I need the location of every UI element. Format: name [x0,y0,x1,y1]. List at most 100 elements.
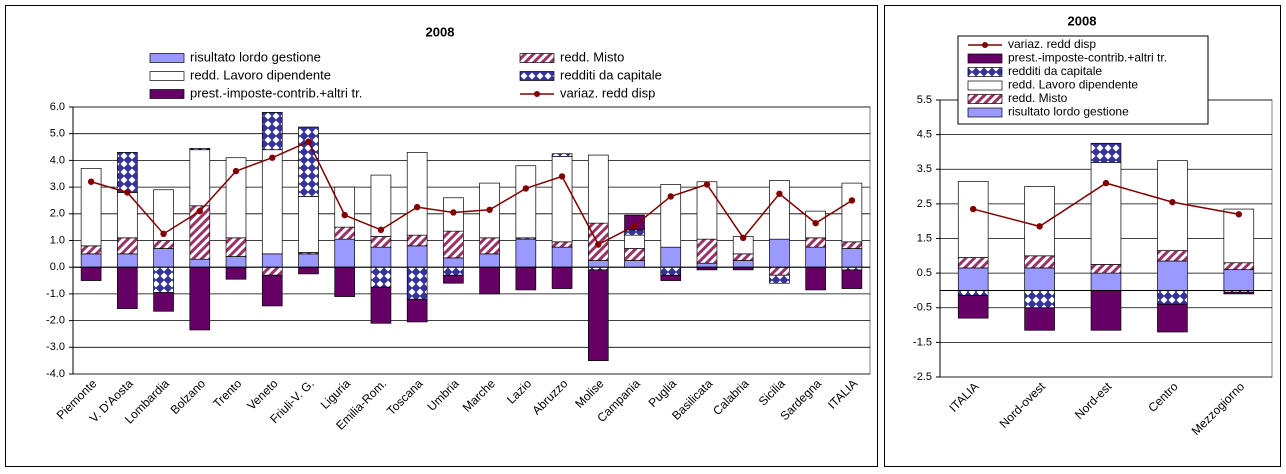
bar-segment [624,234,645,249]
bar-segment [769,180,790,240]
bar-segment [696,262,718,268]
line-marker [703,181,711,188]
legend-swatch [967,80,1003,91]
legend-marker [982,42,988,48]
bar-segment [370,266,392,288]
bar-segment [696,238,718,264]
bar-segment [696,181,718,240]
bar-segment [1157,303,1188,333]
line-marker [413,203,421,211]
line-marker [812,219,819,227]
bar-segment [957,257,989,269]
bar-segment [1090,264,1122,274]
bar-segment [624,260,645,268]
bar-segment [334,186,356,228]
bar-segment [551,156,573,243]
bar-segment [1223,208,1255,264]
chart-title: 2008 [1068,13,1097,28]
bar-segment [957,290,989,296]
bar-segment [298,196,319,253]
legend-swatch [967,53,1003,64]
bar-segment [334,266,356,297]
bar-segment [1024,307,1055,331]
bar-segment [189,266,211,331]
bar-segment [1024,267,1055,291]
bar-segment [443,257,464,268]
bar-segment [479,237,500,255]
y-tick-label: 0.0 [50,261,65,273]
bar-segment [370,286,392,324]
bar-segment [805,237,826,248]
bar-segment [117,152,138,193]
bar-segment [805,246,826,268]
bar-segment [80,266,102,281]
legend-label: prest.-imposte-contrib.+altri tr. [1008,51,1167,65]
y-tick-label: -4.0 [46,368,65,380]
bar-segment [551,153,573,157]
bar-segment [1223,269,1255,291]
y-tick-label: -1.5 [913,336,932,348]
bar-segment [660,266,682,276]
line-marker [776,190,783,197]
bar-segment [515,266,537,291]
legend-swatch [967,67,1003,77]
legend-label: redd. Lavoro dipendente [190,67,331,82]
bar-segment [80,245,102,255]
line-marker [667,193,674,200]
line-marker [970,205,977,213]
line-marker [1235,211,1243,218]
bar-segment [406,234,428,247]
bar-segment [261,253,283,268]
legend-label: prest.-imposte-contrib.+altri tr. [190,85,362,100]
legend-swatch [149,53,185,63]
line-marker [305,138,312,145]
bar-segment [1024,186,1055,257]
legend-label: risultato lordo gestione [1008,105,1129,119]
y-tick-label: 3.5 [917,163,932,175]
bar-segment [1223,262,1255,271]
bar-segment [769,274,790,284]
bar-segment [551,266,573,289]
bar-segment [805,266,826,291]
bar-segment [189,258,211,268]
y-tick-label: 4.5 [917,129,932,141]
bar-segment [261,266,283,276]
y-tick-label: 6.0 [50,101,65,113]
legend-swatch [967,107,1003,118]
bar-segment [551,241,573,248]
bar-segment [624,248,645,261]
legend-label: redditi da capitale [560,67,662,82]
line-marker [631,222,638,230]
bar-segment [406,245,428,268]
line-marker [558,173,566,180]
bar-segment [1090,161,1122,265]
y-tick-label: 2.5 [917,198,932,210]
bar-segment [189,148,211,151]
legend-swatch [967,94,1003,104]
line-marker [848,197,856,204]
legend-label: variaz. redd disp [1008,37,1096,51]
line-marker [1036,223,1043,230]
legend-label: redd. Misto [560,49,624,64]
bar-segment [443,230,464,259]
line-marker [1169,198,1176,206]
bar-segment [117,237,138,255]
y-tick-label: 1.0 [50,234,65,246]
bar-segment [1090,290,1122,331]
bar-segment [406,266,428,300]
line-marker [160,230,167,238]
line-marker [1102,179,1110,187]
bar-segment [624,229,645,236]
legend-box [145,48,863,105]
legend-swatch [149,89,185,99]
legend-swatch [149,71,185,81]
bar-segment [479,266,500,295]
line-marker [450,209,457,216]
line-marker [377,226,385,234]
bar-segment [732,260,754,268]
bar-segment [957,267,989,291]
bar-segment [334,238,356,268]
bar-segment [624,214,645,231]
legend-label: redd. Lavoro dipendente [1008,78,1138,92]
